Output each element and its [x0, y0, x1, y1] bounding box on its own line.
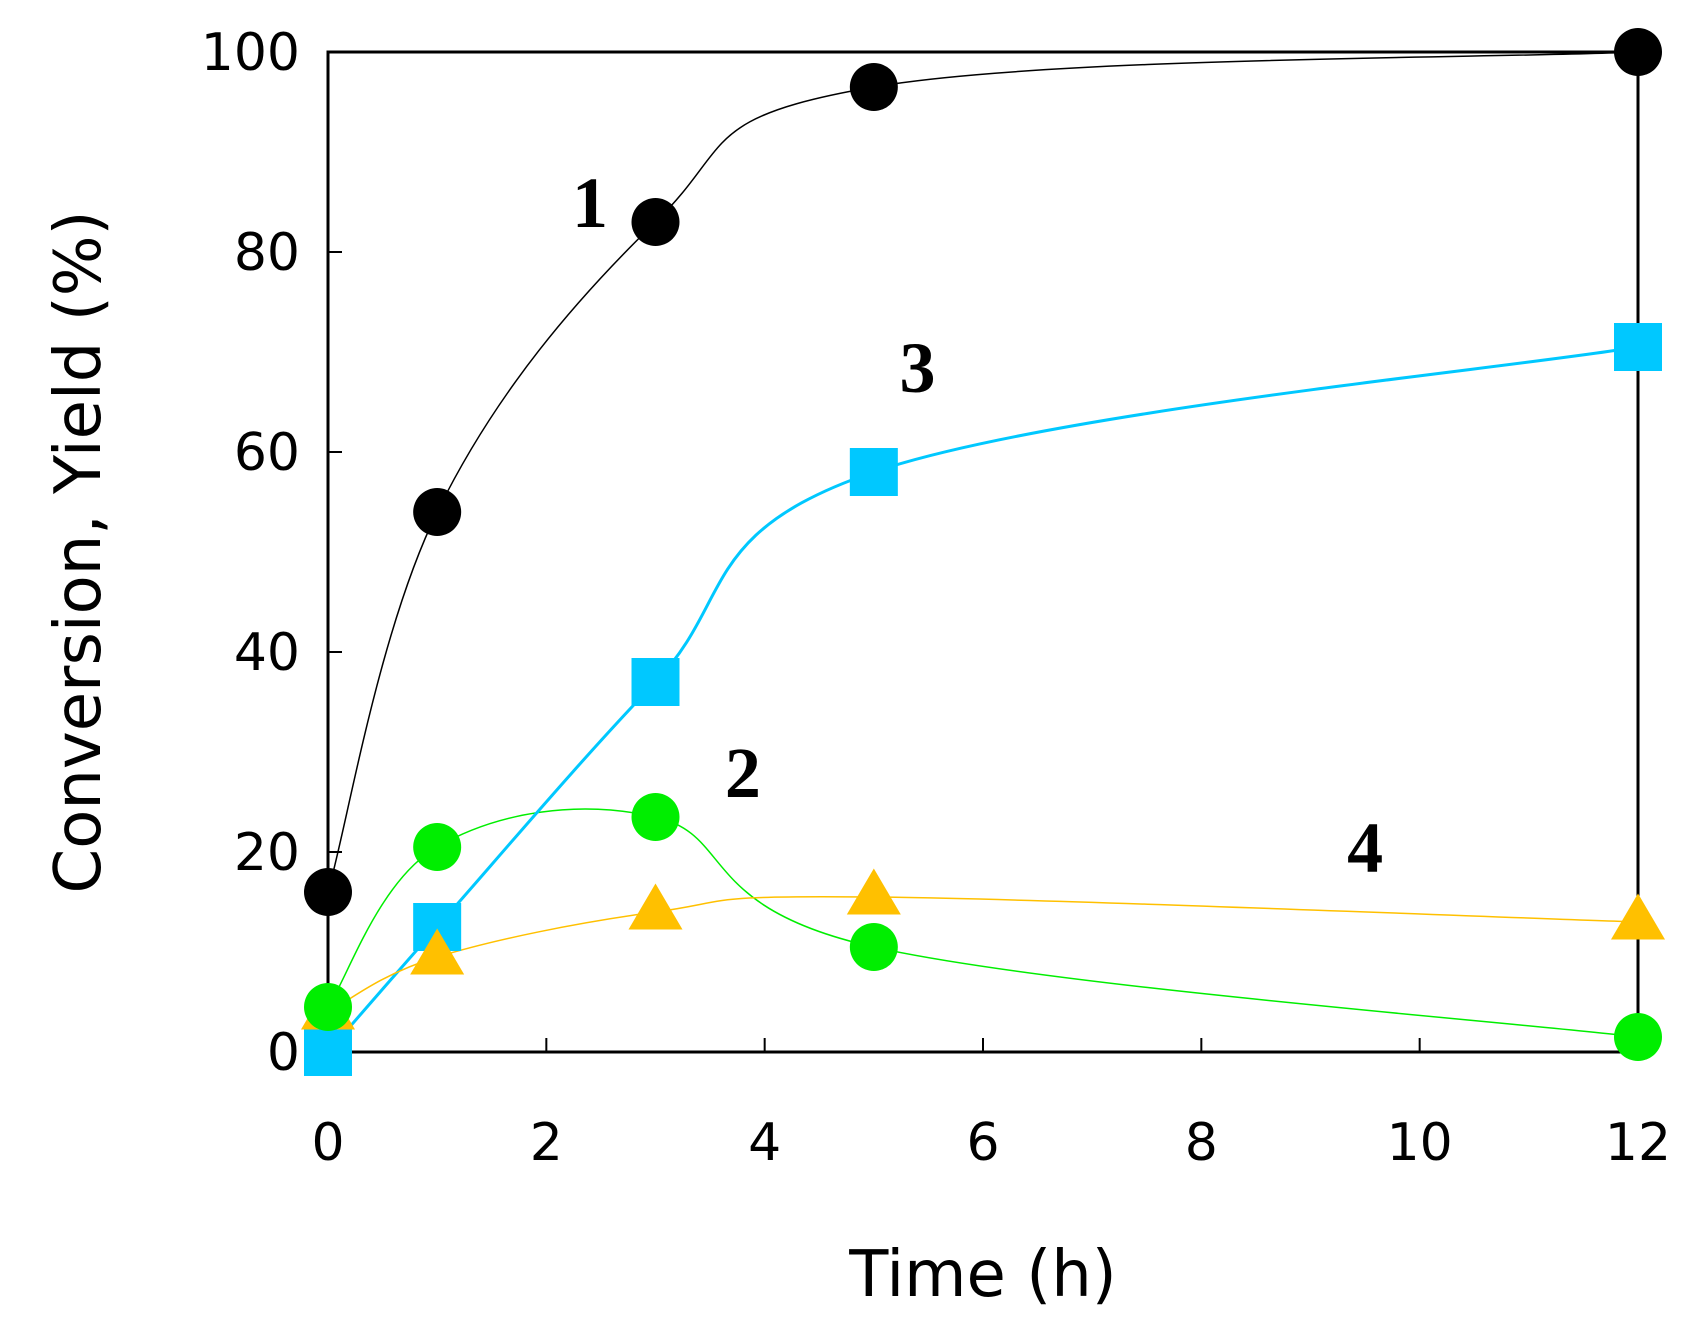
x-tick-label: 2 [530, 1113, 563, 1173]
y-axis-ticks: 0 20 40 60 80 100 [201, 23, 342, 1083]
series-4-line [327, 895, 1639, 1013]
plot-frame [326, 50, 1640, 1054]
x-axis-ticks: 0 2 4 6 8 10 12 [311, 1038, 1671, 1173]
series-2-marker [413, 823, 462, 871]
series-lines [326, 51, 1639, 1053]
series-3-line [326, 345, 1639, 1053]
series-1-marker [304, 868, 352, 916]
series-markers [301, 28, 1665, 1076]
series-1-marker [631, 198, 680, 246]
x-tick-label: 6 [966, 1113, 999, 1173]
series-4-marker [410, 928, 465, 975]
y-tick-label: 0 [267, 1023, 300, 1083]
x-tick-label: 8 [1185, 1113, 1218, 1173]
x-tick-label: 0 [311, 1113, 344, 1173]
y-axis-title: Conversion, Yield (%) [42, 211, 116, 894]
series-3-marker [304, 1028, 352, 1076]
x-tick-label: 4 [748, 1113, 781, 1173]
series-3-label: 3 [900, 328, 936, 408]
series-2-marker [1614, 1013, 1662, 1061]
x-tick-label: 12 [1605, 1113, 1671, 1173]
series-4-marker [1611, 893, 1665, 940]
series-2-label: 2 [725, 733, 761, 813]
series-4-marker [628, 883, 683, 930]
series-2-marker [631, 793, 680, 841]
y-tick-label: 100 [201, 23, 300, 83]
series-1-line [327, 51, 1639, 893]
series-1-marker [413, 488, 462, 536]
y-tick-label: 40 [234, 623, 300, 683]
x-tick-label: 10 [1387, 1113, 1453, 1173]
series-2-line [327, 808, 1639, 1038]
series-4-marker [846, 868, 901, 915]
series-3-marker [1614, 323, 1662, 371]
series-3-marker [631, 658, 680, 706]
series-4-label: 4 [1347, 808, 1383, 888]
y-tick-label: 80 [234, 223, 300, 283]
series-1-label: 1 [572, 163, 608, 243]
series-1-marker [849, 63, 898, 111]
series-1-marker [1614, 28, 1662, 76]
y-tick-label: 20 [234, 823, 300, 883]
x-axis-title: Time (h) [848, 1238, 1116, 1312]
series-3-marker [849, 448, 898, 496]
series-labels: 1 2 3 4 [572, 163, 1383, 888]
series-2-marker [849, 923, 898, 971]
series-2-marker [304, 983, 352, 1031]
y-tick-label: 60 [234, 423, 300, 483]
